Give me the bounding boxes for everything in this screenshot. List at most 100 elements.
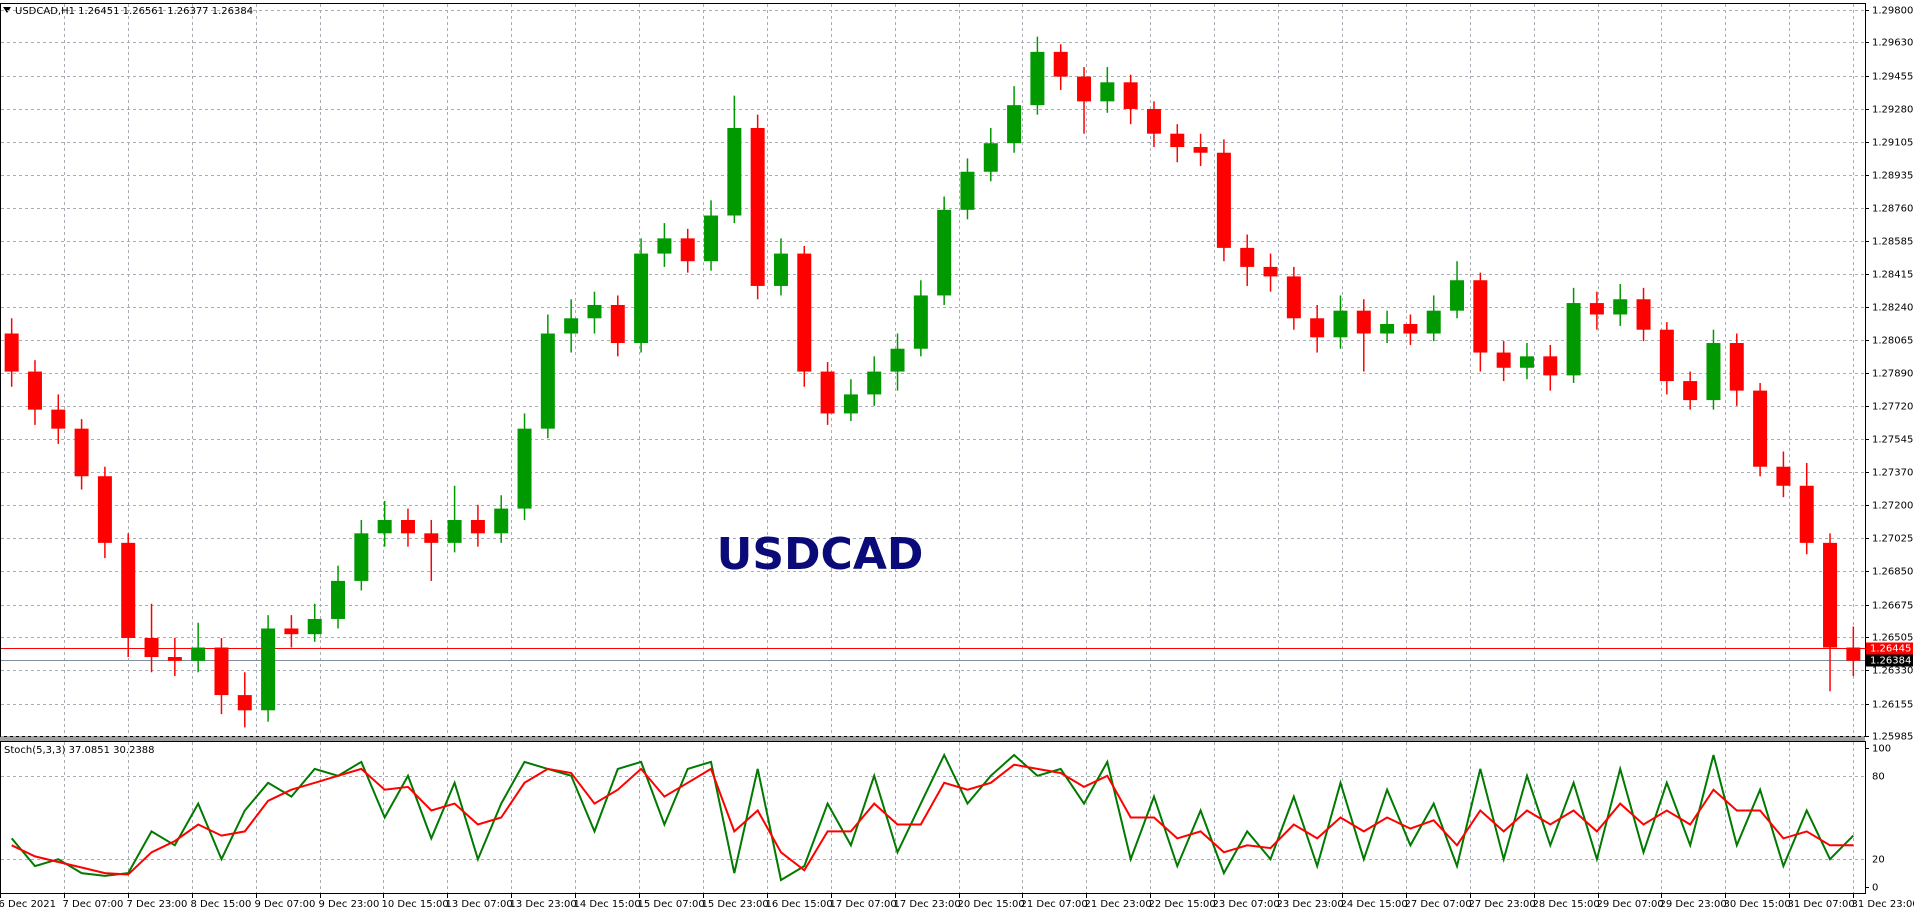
y-tick-label: 1.28760	[1872, 204, 1913, 215]
y-tick-label: 1.27200	[1872, 501, 1913, 512]
price-label: 1.26445	[1870, 644, 1911, 655]
chart-title: USDCAD,H1 1.26451 1.26561 1.26377 1.2638…	[15, 6, 253, 17]
candle-body	[1519, 356, 1534, 368]
price-label-box	[1866, 642, 1913, 655]
x-tick-label: 7 Dec 23:00	[127, 899, 188, 910]
candle-body	[773, 253, 788, 286]
candle-body	[634, 253, 649, 344]
stoch-title: Stoch(5,3,3) 37.0851 30.2388	[4, 745, 155, 756]
candle-body	[1216, 152, 1231, 248]
y-tick-label: 1.27370	[1872, 468, 1913, 479]
candle-body	[657, 238, 672, 254]
x-tick-label: 17 Dec 07:00	[830, 899, 897, 910]
candle-body	[960, 171, 975, 210]
x-tick-label: 17 Dec 23:00	[894, 899, 961, 910]
price-label-box	[1866, 654, 1913, 667]
y-tick-label: 1.28415	[1872, 270, 1913, 281]
x-tick-label: 16 Dec 15:00	[766, 899, 833, 910]
x-tick-label: 15 Dec 23:00	[702, 899, 769, 910]
candle-body	[1403, 323, 1418, 334]
candle-body	[1007, 105, 1022, 144]
x-tick-label: 21 Dec 23:00	[1085, 899, 1152, 910]
candle-body	[1310, 318, 1325, 338]
x-tick-label: 20 Dec 15:00	[958, 899, 1025, 910]
y-tick-label: 20	[1872, 855, 1885, 866]
x-tick-label: 31 Dec 07:00	[1788, 899, 1855, 910]
candle-body	[1776, 466, 1791, 486]
y-tick-label: 100	[1872, 744, 1891, 755]
y-tick-label: 1.29630	[1872, 38, 1913, 49]
stoch-frame	[0, 741, 1866, 894]
candle-body	[843, 394, 858, 414]
x-tick-label: 22 Dec 15:00	[1149, 899, 1216, 910]
candle-body	[1846, 647, 1861, 661]
y-tick-label: 1.26155	[1872, 700, 1913, 711]
candle-body	[331, 580, 346, 619]
candle-body	[1053, 51, 1068, 77]
candle-body	[727, 127, 742, 216]
candle-body	[470, 520, 485, 534]
candle-body	[1473, 280, 1488, 353]
candle-body	[1286, 276, 1301, 319]
x-tick-label: 13 Dec 07:00	[446, 899, 513, 910]
x-tick-label: 13 Dec 23:00	[510, 899, 577, 910]
candle-body	[261, 628, 276, 711]
x-tick-label: 31 Dec 23:00	[1852, 899, 1914, 910]
stoch-line	[11, 763, 1854, 876]
x-tick-label: 6 Dec 2021	[0, 899, 56, 910]
y-tick-label: 0	[1872, 883, 1878, 894]
x-tick-label: 7 Dec 07:00	[63, 899, 124, 910]
candle-body	[1683, 381, 1698, 401]
candle-body	[494, 508, 509, 534]
y-tick-label: 1.29280	[1872, 105, 1913, 116]
candle-body	[4, 333, 19, 372]
candle-body	[1100, 82, 1115, 102]
candle-body	[97, 476, 112, 543]
candle-body	[1193, 147, 1208, 153]
candle-body	[237, 695, 252, 711]
candle-body	[1356, 310, 1371, 334]
x-tick-label: 23 Dec 23:00	[1277, 899, 1344, 910]
candle-body	[750, 127, 765, 286]
candle-body	[191, 647, 206, 661]
candle-body	[121, 542, 136, 638]
watermark: USDCAD	[717, 529, 924, 580]
y-tick-label: 1.27025	[1872, 534, 1913, 545]
candle-body	[517, 428, 532, 509]
y-tick-label: 1.26330	[1872, 666, 1913, 677]
candle-body	[1170, 133, 1185, 148]
candle-body	[1753, 390, 1768, 467]
candle-body	[680, 238, 695, 262]
x-tick-label: 21 Dec 07:00	[1021, 899, 1088, 910]
x-tick-label: 9 Dec 23:00	[319, 899, 380, 910]
candle-body	[1799, 485, 1814, 543]
candle-body	[704, 215, 719, 262]
x-tick-label: 24 Dec 15:00	[1341, 899, 1408, 910]
candle-body	[610, 304, 625, 344]
y-tick-label: 1.29105	[1872, 138, 1913, 149]
stoch-line	[10, 752, 1855, 882]
candle-body	[1636, 299, 1651, 330]
candle-body	[27, 371, 42, 410]
candle-body	[144, 637, 159, 658]
candle-body	[377, 520, 392, 534]
candle-body	[1263, 266, 1278, 277]
y-tick-label: 1.26850	[1872, 567, 1913, 578]
candle-body	[1030, 51, 1045, 106]
x-tick-label: 29 Dec 07:00	[1597, 899, 1664, 910]
candle-body	[867, 371, 882, 395]
candle-body	[913, 295, 928, 349]
x-tick-label: 15 Dec 07:00	[638, 899, 705, 910]
candle-body	[1566, 303, 1581, 376]
candle-body	[447, 520, 462, 543]
candle-body	[1146, 108, 1161, 134]
candle-body	[1496, 352, 1511, 368]
x-tick-label: 8 Dec 15:00	[191, 899, 252, 910]
price-label: 1.26384	[1870, 656, 1911, 667]
y-tick-label: 1.28065	[1872, 336, 1913, 347]
candle-body	[214, 647, 229, 696]
x-tick-label: 29 Dec 23:00	[1660, 899, 1727, 910]
y-tick-label: 1.28240	[1872, 303, 1913, 314]
